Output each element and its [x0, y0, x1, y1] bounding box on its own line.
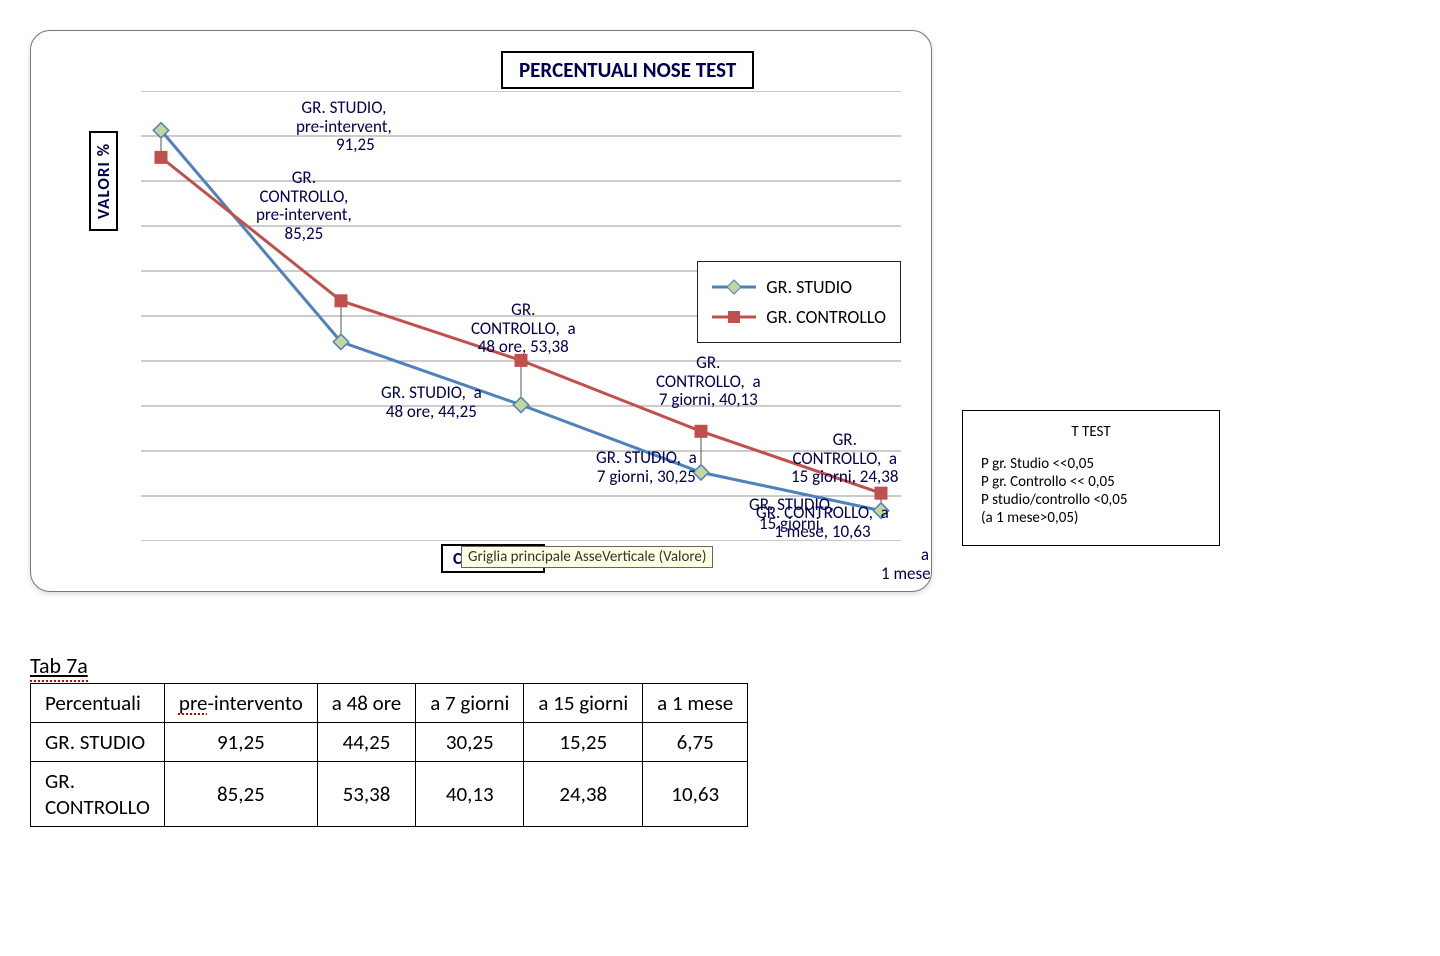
table-cell: 30,25 — [416, 723, 524, 762]
data-label: a 1 mese, 6,75 — [881, 546, 932, 583]
table-cell: 40,13 — [416, 762, 524, 827]
table-header: a 48 ore — [317, 684, 415, 723]
table-header: a 1 mese — [643, 684, 748, 723]
table-header: pre-intervento — [164, 684, 317, 723]
table-cell: 15,25 — [524, 723, 643, 762]
table-caption: Tab 7a — [30, 652, 88, 679]
data-table: Percentualipre-interventoa 48 orea 7 gio… — [30, 683, 748, 827]
page-stage: PERCENTUALI NOSE TEST VALORI % CONTROLLI… — [30, 30, 1410, 827]
chart-title: PERCENTUALI NOSE TEST — [501, 51, 754, 89]
table-row-header: GR. CONTROLLO — [31, 762, 165, 827]
chart-tooltip: Griglia principale AsseVerticale (Valore… — [461, 546, 713, 568]
table-row-header: GR. STUDIO — [31, 723, 165, 762]
table-cell: 91,25 — [164, 723, 317, 762]
table-header: a 7 giorni — [416, 684, 524, 723]
legend-item: GR. STUDIO — [712, 272, 886, 302]
ttest-lines: P gr. Studio <<0,05P gr. Controllo << 0,… — [981, 455, 1201, 527]
table-cell: 24,38 — [524, 762, 643, 827]
table-wrap: Tab 7a Percentualipre-interventoa 48 ore… — [30, 652, 1410, 827]
ttest-box: T TEST P gr. Studio <<0,05P gr. Controll… — [962, 410, 1220, 546]
ttest-line: (a 1 mese>0,05) — [981, 509, 1201, 527]
ttest-line: P gr. Studio <<0,05 — [981, 455, 1201, 473]
ttest-line: P gr. Controllo << 0,05 — [981, 473, 1201, 491]
table-cell: 10,63 — [643, 762, 748, 827]
table-cell: 53,38 — [317, 762, 415, 827]
table-header: a 15 giorni — [524, 684, 643, 723]
legend-item: GR. CONTROLLO — [712, 302, 886, 332]
table-cell: 85,25 — [164, 762, 317, 827]
ttest-title: T TEST — [981, 423, 1201, 441]
legend: GR. STUDIOGR. CONTROLLO — [697, 261, 901, 343]
top-row: PERCENTUALI NOSE TEST VALORI % CONTROLLI… — [30, 30, 1410, 592]
table-cell: 44,25 — [317, 723, 415, 762]
table-header: Percentuali — [31, 684, 165, 723]
chart-frame: PERCENTUALI NOSE TEST VALORI % CONTROLLI… — [30, 30, 932, 592]
y-axis-label: VALORI % — [89, 131, 118, 231]
ttest-line: P studio/controllo <0,05 — [981, 491, 1201, 509]
table-cell: 6,75 — [643, 723, 748, 762]
